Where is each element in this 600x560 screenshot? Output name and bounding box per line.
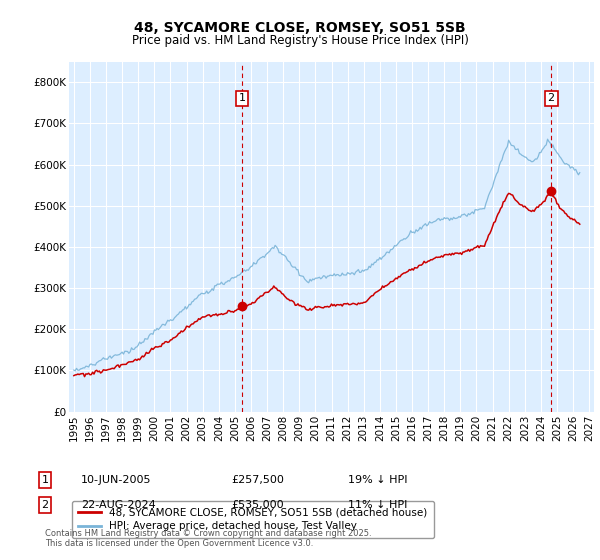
Legend: 48, SYCAMORE CLOSE, ROMSEY, SO51 5SB (detached house), HPI: Average price, detac: 48, SYCAMORE CLOSE, ROMSEY, SO51 5SB (de… (71, 501, 434, 538)
Text: 1: 1 (238, 94, 245, 104)
Text: 1: 1 (41, 475, 49, 485)
Text: Contains HM Land Registry data © Crown copyright and database right 2025.
This d: Contains HM Land Registry data © Crown c… (45, 529, 371, 548)
Text: 10-JUN-2005: 10-JUN-2005 (81, 475, 151, 485)
Text: £535,000: £535,000 (231, 500, 284, 510)
Text: 48, SYCAMORE CLOSE, ROMSEY, SO51 5SB: 48, SYCAMORE CLOSE, ROMSEY, SO51 5SB (134, 21, 466, 35)
Text: 2: 2 (548, 94, 555, 104)
Text: £257,500: £257,500 (231, 475, 284, 485)
Text: 22-AUG-2024: 22-AUG-2024 (81, 500, 156, 510)
Text: 2: 2 (41, 500, 49, 510)
Text: 11% ↓ HPI: 11% ↓ HPI (348, 500, 407, 510)
Text: 19% ↓ HPI: 19% ↓ HPI (348, 475, 407, 485)
Text: Price paid vs. HM Land Registry's House Price Index (HPI): Price paid vs. HM Land Registry's House … (131, 34, 469, 46)
